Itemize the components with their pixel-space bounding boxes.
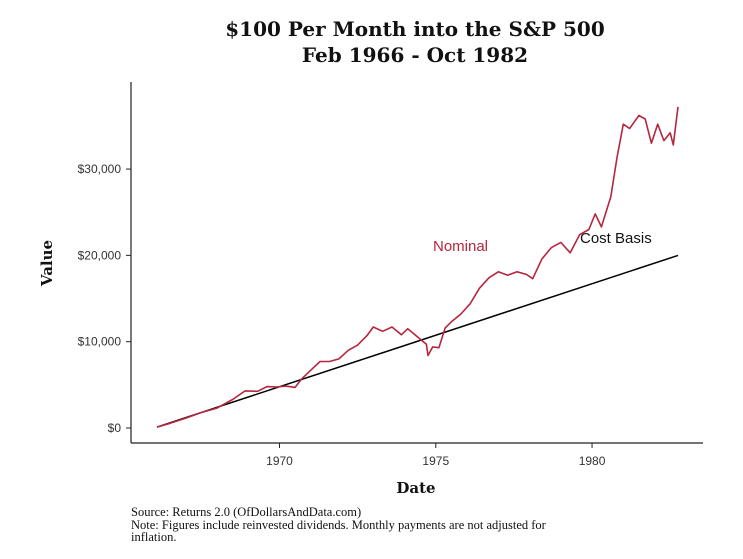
y-tick-label: $20,000 <box>78 248 122 262</box>
series-group <box>156 106 679 428</box>
y-axis-title: Value <box>38 240 56 287</box>
series-label-cost-basis: Cost Basis <box>580 230 652 247</box>
methodology-note-line1: Note: Figures include reinvested dividen… <box>131 518 547 532</box>
chart-subtitle: Feb 1966 - Oct 1982 <box>302 43 528 67</box>
source-note: Source: Returns 2.0 (OfDollarsAndData.co… <box>131 505 361 519</box>
x-tick-label: 1980 <box>579 454 606 468</box>
y-tick-label: $10,000 <box>78 335 122 349</box>
x-tick-label: 1975 <box>422 454 449 468</box>
y-tick-label: $30,000 <box>78 162 122 176</box>
series-label-nominal: Nominal <box>433 238 488 255</box>
x-axis-ticks: 1970 1975 1980 <box>266 443 606 468</box>
y-axis-ticks: $0 $10,000 $20,000 $30,000 <box>78 162 131 435</box>
x-axis-title: Date <box>396 479 435 497</box>
methodology-note-line2: inflation. <box>131 530 176 544</box>
y-tick-label: $0 <box>108 421 122 435</box>
series-line-nominal <box>156 106 679 428</box>
series-line-cost-basis <box>156 254 679 428</box>
x-tick-label: 1970 <box>266 454 293 468</box>
chart-title: $100 Per Month into the S&P 500 <box>225 17 605 41</box>
